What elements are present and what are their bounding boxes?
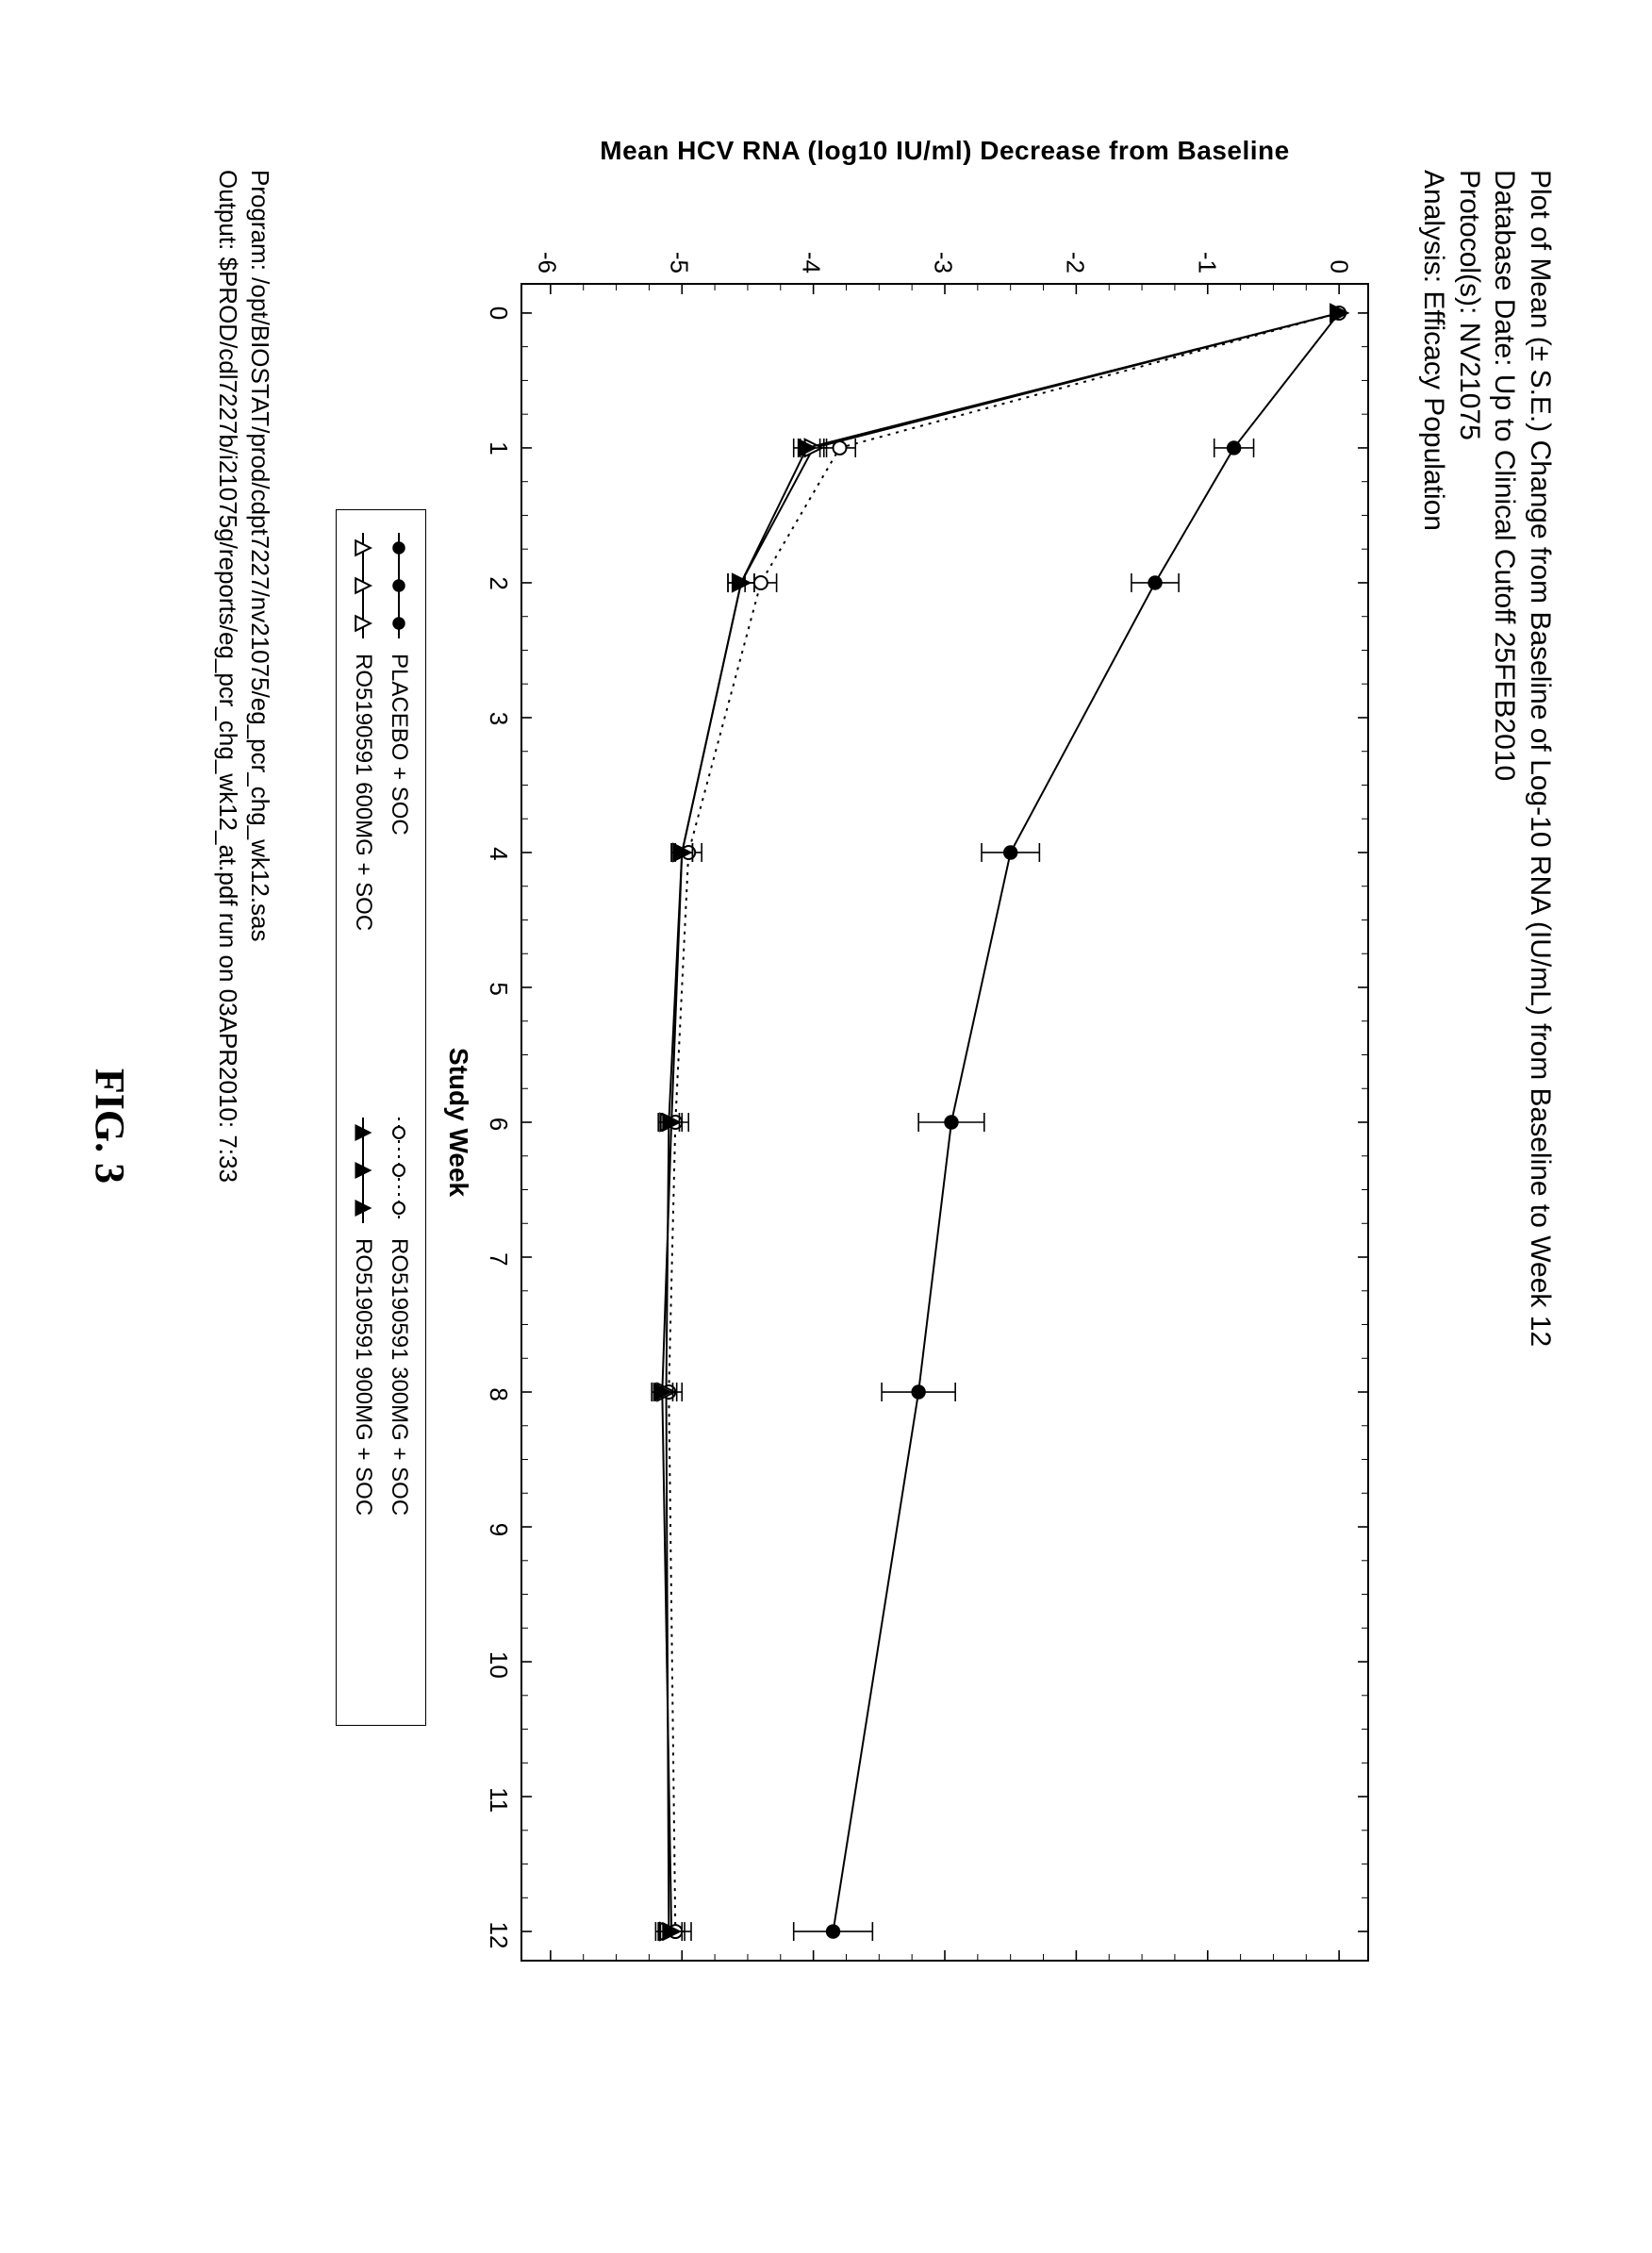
legend-label: RO5190591 600MG + SOC — [350, 654, 376, 931]
y-tick-label: -3 — [929, 252, 958, 285]
y-axis-label: Mean HCV RNA (log10 IU/ml) Decrease from… — [600, 136, 1289, 166]
x-tick-label: 12 — [484, 1922, 522, 1949]
header-line-1: Plot of Mean (± S.E.) Change from Baseli… — [1523, 170, 1559, 1347]
y-tick-label: 0 — [1325, 260, 1354, 285]
y-tick-label: -4 — [797, 252, 826, 285]
x-axis-label: Study Week — [443, 1048, 473, 1197]
x-tick-label: 8 — [484, 1387, 522, 1400]
legend-item: RO5190591 900MG + SOC — [350, 1114, 376, 1642]
header-line-2: Database Date: Up to Clinical Cutoff 25F… — [1487, 170, 1523, 1347]
legend-box: PLACEBO + SOC RO5190591 300MG + SOC RO5190… — [336, 509, 426, 1726]
legend-marker-icon — [386, 529, 412, 642]
legend-item: PLACEBO + SOC — [386, 529, 412, 1057]
footer-block: Program: /opt/BIOSTAT/prod/cdpt7227/nv21… — [211, 170, 275, 1183]
header-block: Plot of Mean (± S.E.) Change from Baseli… — [1416, 170, 1558, 1347]
figure-caption: FIG. 3 — [86, 1069, 134, 1184]
legend-marker-icon — [350, 1114, 376, 1227]
header-line-4: Analysis: Efficacy Population — [1416, 170, 1452, 1347]
legend-marker-icon — [350, 529, 376, 642]
x-tick-label: 5 — [484, 982, 522, 995]
legend-label: RO5190591 300MG + SOC — [386, 1238, 412, 1516]
page: Plot of Mean (± S.E.) Change from Baseli… — [0, 0, 1652, 2253]
chart-frame: 0-1-2-3-4-5-60123456789101112 — [520, 283, 1369, 1962]
header-line-3: Protocol(s): NV21075 — [1452, 170, 1488, 1347]
x-tick-label: 3 — [484, 712, 522, 725]
x-tick-label: 10 — [484, 1651, 522, 1679]
x-tick-label: 11 — [484, 1787, 522, 1813]
x-tick-label: 4 — [484, 847, 522, 860]
y-tick-label: -6 — [533, 252, 562, 285]
legend-label: PLACEBO + SOC — [386, 654, 412, 836]
legend-label: RO5190591 900MG + SOC — [350, 1238, 376, 1516]
x-tick-label: 6 — [484, 1118, 522, 1131]
y-tick-label: -2 — [1061, 252, 1090, 285]
y-tick-label: -1 — [1193, 252, 1222, 285]
footer-line-2: Output: $PROD/cdl7227b/i21075g/reports/e… — [211, 170, 243, 1183]
y-tick-label: -5 — [665, 252, 694, 285]
legend-item: RO5190591 600MG + SOC — [350, 529, 376, 1057]
x-tick-label: 0 — [484, 306, 522, 320]
x-tick-label: 1 — [484, 441, 522, 455]
plot-svg — [522, 285, 1367, 1960]
landscape-content: Plot of Mean (± S.E.) Change from Baseli… — [0, 0, 1652, 2253]
legend-marker-icon — [386, 1114, 412, 1227]
footer-line-1: Program: /opt/BIOSTAT/prod/cdpt7227/nv21… — [243, 170, 275, 1183]
legend-item: RO5190591 300MG + SOC — [386, 1114, 412, 1642]
x-tick-label: 9 — [484, 1523, 522, 1536]
x-tick-label: 7 — [484, 1252, 522, 1266]
x-tick-label: 2 — [484, 576, 522, 589]
